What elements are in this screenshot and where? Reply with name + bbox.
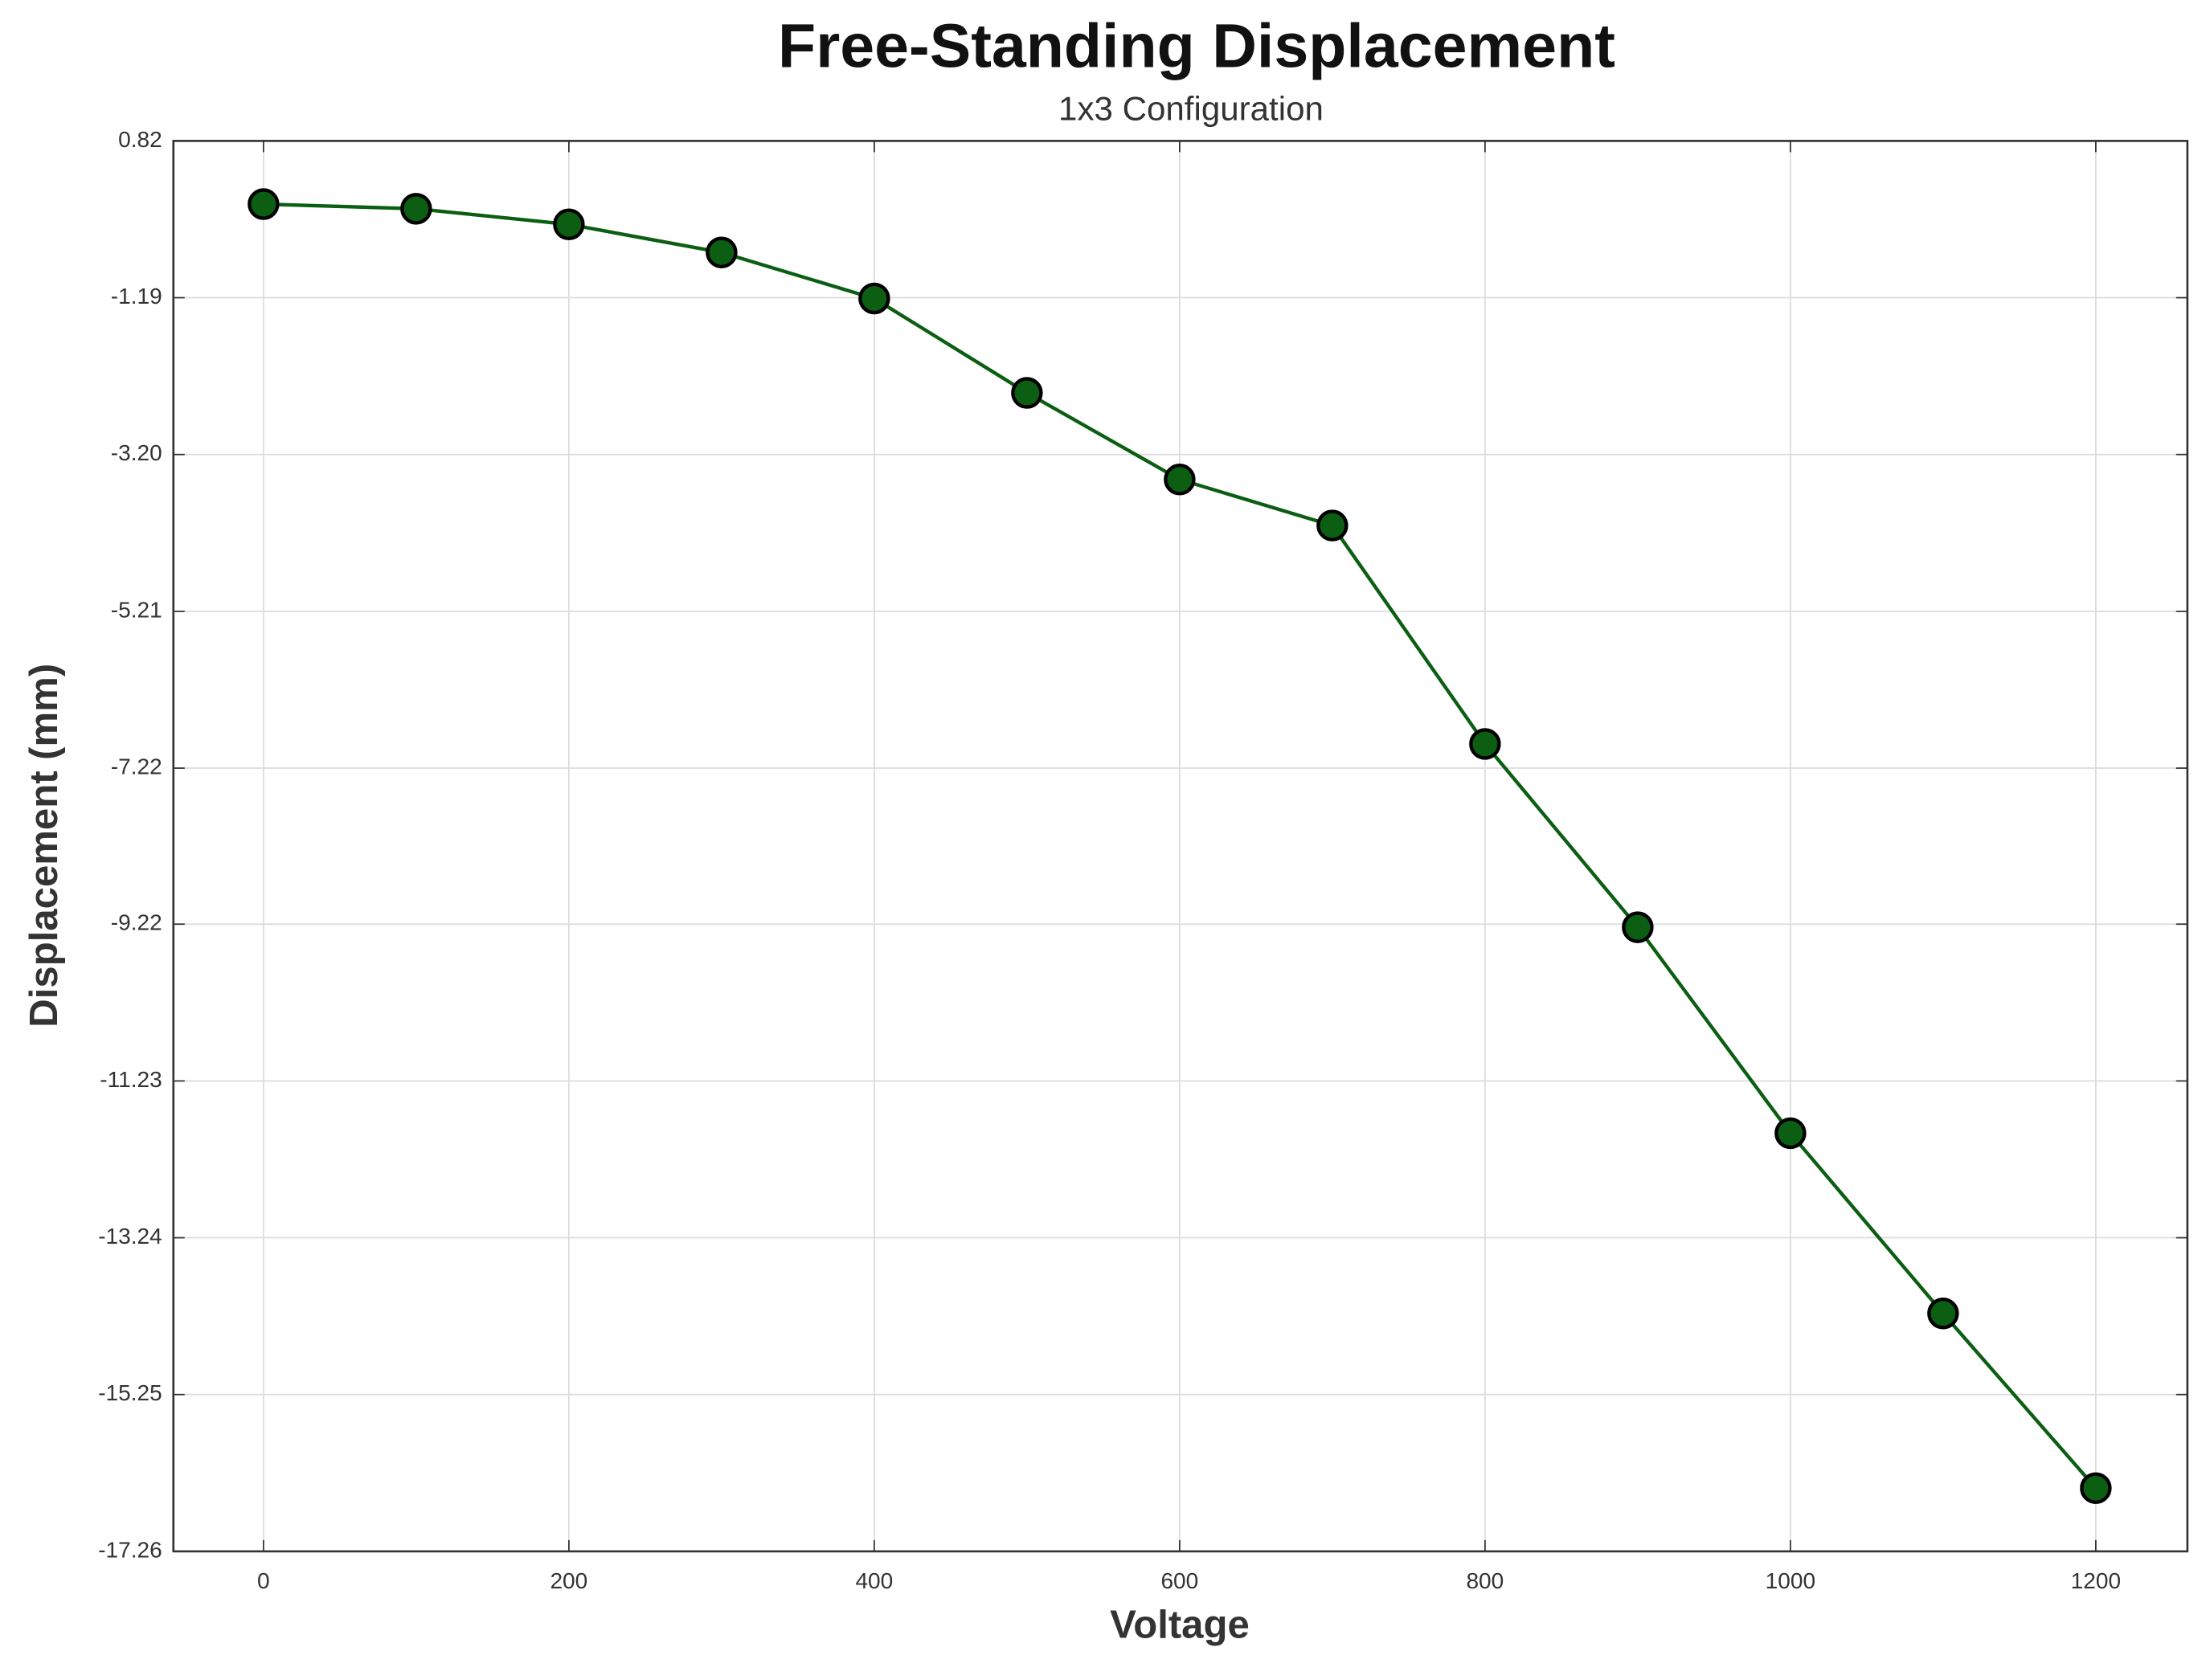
- x-tick-label: 600: [1160, 1568, 1198, 1593]
- y-tick-label: -13.24: [98, 1224, 162, 1249]
- y-tick-label: -1.19: [111, 284, 162, 309]
- y-axis-label: Displacement (mm): [23, 664, 66, 1028]
- data-point: [400, 193, 432, 225]
- x-axis-label: Voltage: [1110, 1604, 1250, 1647]
- y-tick-label: 0.82: [118, 127, 162, 152]
- x-tick-label: 200: [550, 1568, 587, 1593]
- data-point: [1774, 1117, 1807, 1150]
- data-point: [1927, 1298, 1959, 1330]
- x-tick-label: 1200: [2071, 1568, 2121, 1593]
- data-point: [1622, 911, 1654, 943]
- plot-frame: [172, 140, 2189, 1553]
- data-point: [248, 188, 280, 220]
- y-tick-label: -17.26: [98, 1537, 162, 1562]
- y-tick-label: -9.22: [111, 910, 162, 935]
- data-point: [2080, 1472, 2112, 1504]
- chart-subtitle: 1x3 Configuration: [1058, 90, 1324, 128]
- data-point: [1316, 509, 1349, 542]
- y-tick-label: -15.25: [98, 1380, 162, 1405]
- data-point: [553, 208, 585, 240]
- x-tick-label: 800: [1466, 1568, 1504, 1593]
- data-point: [1469, 728, 1501, 760]
- data-point: [1011, 377, 1043, 409]
- x-tick-label: 1000: [1766, 1568, 1815, 1593]
- y-tick-label: -7.22: [111, 754, 162, 779]
- data-point: [858, 282, 890, 315]
- x-tick-label: 400: [855, 1568, 893, 1593]
- y-tick-label: -11.23: [100, 1067, 162, 1092]
- y-tick-label: -5.21: [111, 597, 162, 622]
- data-point: [1164, 464, 1196, 496]
- chart-title: Free-Standing Displacement: [778, 12, 1615, 81]
- data-point: [706, 236, 738, 268]
- x-tick-label: 0: [257, 1568, 270, 1593]
- y-tick-label: -3.20: [111, 440, 162, 465]
